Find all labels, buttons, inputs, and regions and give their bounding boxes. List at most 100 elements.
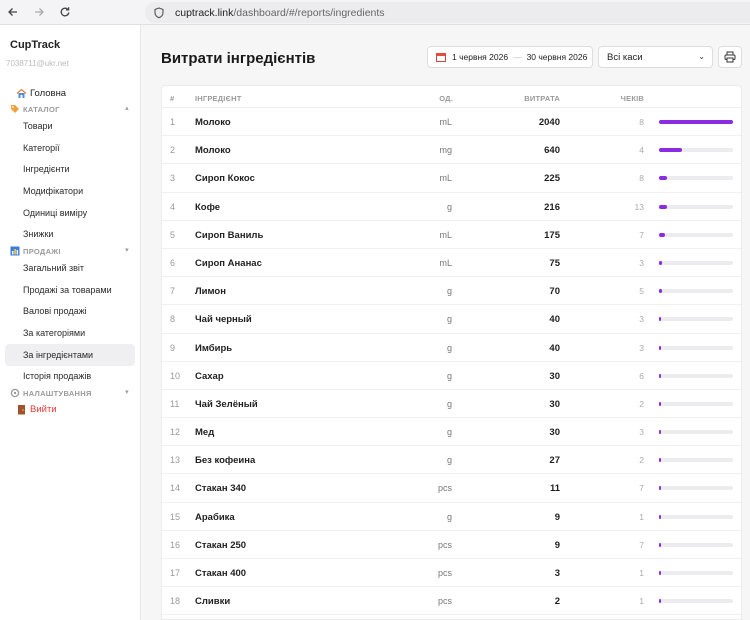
calendar-icon <box>436 52 446 62</box>
sidebar-item-by-categories[interactable]: За категоріями <box>23 328 86 339</box>
sidebar-item-products[interactable]: Товари <box>23 120 53 131</box>
table-row[interactable]: 15 Арабика g 9 1 <box>162 503 741 531</box>
table-row[interactable]: 14 Стакан 340 pcs 11 7 <box>162 474 741 503</box>
unit: pcs <box>437 596 452 607</box>
section-sales[interactable]: ПРОДАЖІ ▾ <box>5 245 135 257</box>
table-row[interactable]: 18 Сливки pcs 2 1 <box>162 587 741 616</box>
table-row[interactable]: 5 Сироп Ваниль mL 175 7 <box>162 221 741 249</box>
cost-value: 27 <box>549 455 560 467</box>
reload-button[interactable] <box>52 0 78 25</box>
sidebar-item-modifiers[interactable]: Модифікатори <box>23 185 84 196</box>
cost-value: 175 <box>544 229 560 241</box>
share-bar <box>659 260 733 265</box>
back-button[interactable] <box>0 0 26 25</box>
table-row[interactable]: 3 Сироп Кокос mL 225 8 <box>162 164 741 193</box>
share-bar <box>659 120 733 124</box>
cost-value: 30 <box>549 398 560 410</box>
share-bar-fill <box>659 260 662 265</box>
table-row[interactable]: 7 Лимон g 70 5 <box>162 277 741 306</box>
sidebar-item-gross-sales[interactable]: Валові продажі <box>23 306 87 317</box>
date-range-picker[interactable]: 1 червня 2026 — 30 червня 2026 <box>427 46 593 68</box>
checks-count: 1 <box>639 511 644 522</box>
row-number: 14 <box>170 483 181 494</box>
sidebar-item-label: Головна <box>30 87 67 99</box>
table-body: 1 Молоко mL 2040 8 2 Молоко mg 640 4 3 Сироп Кокос m… <box>162 108 741 616</box>
cost-value: 11 <box>549 483 560 495</box>
checks-count: 1 <box>639 568 644 578</box>
ingredient-name: Сахар <box>195 370 224 382</box>
forward-button[interactable] <box>26 0 52 25</box>
cost-value: 3 <box>554 568 560 579</box>
column-header-checks[interactable]: ЧЕКІВ <box>620 94 644 103</box>
share-bar-fill <box>659 401 661 406</box>
address-bar[interactable]: cuptrack.link/dashboard/#/reports/ingred… <box>145 2 750 23</box>
share-bar <box>659 345 733 350</box>
cost-value: 75 <box>549 257 560 269</box>
ingredient-name: Стакан 400 <box>195 568 247 579</box>
column-header-cost[interactable]: ВИТРАТА <box>524 94 560 103</box>
chevron-down-icon: ▾ <box>125 247 129 255</box>
share-bar <box>659 458 733 463</box>
share-bar-fill <box>659 571 661 575</box>
date-from: 1 червня 2026 <box>452 52 509 62</box>
reload-icon <box>60 7 70 17</box>
page-title: Витрати інгредієнтів <box>161 50 316 67</box>
table-row[interactable]: 16 Стакан 250 pcs 9 7 <box>162 531 741 559</box>
row-number: 12 <box>170 427 181 438</box>
cost-value: 40 <box>549 342 560 354</box>
row-number: 15 <box>170 511 181 522</box>
checks-count: 7 <box>639 229 644 240</box>
sidebar-item-categories[interactable]: Категорії <box>23 142 60 153</box>
sidebar-item-ingredients[interactable]: Інгредієнти <box>23 164 70 175</box>
url-path: /dashboard/#/reports/ingredients <box>233 6 385 19</box>
table-row[interactable]: 10 Сахар g 30 6 <box>162 362 741 390</box>
ingredient-name: Сироп Кокос <box>195 173 255 185</box>
cashier-select[interactable]: Всі каси ⌄ <box>598 46 713 68</box>
share-bar <box>659 232 733 237</box>
ingredient-name: Арабика <box>195 511 235 523</box>
checks-count: 13 <box>634 201 644 212</box>
table-row[interactable]: 13 Без кофеина g 27 2 <box>162 446 741 475</box>
table-row[interactable]: 17 Стакан 400 pcs 3 1 <box>162 559 741 588</box>
table-row[interactable]: 1 Молоко mL 2040 8 <box>162 108 741 137</box>
ingredients-table: # ІНГРЕДІЄНТ ОД. ВИТРАТА ЧЕКІВ 1 Молоко mL… <box>161 85 742 620</box>
cost-value: 30 <box>549 370 560 382</box>
table-row[interactable]: 6 Сироп Ананас mL 75 3 <box>162 249 741 278</box>
table-row[interactable]: 11 Чай Зелёный g 30 2 <box>162 390 741 419</box>
column-header-ingredient[interactable]: ІНГРЕДІЄНТ <box>195 94 242 103</box>
share-bar <box>659 486 733 491</box>
sidebar-item-units[interactable]: Одиниці виміру <box>23 207 88 218</box>
ingredient-name: Мед <box>195 427 215 439</box>
sidebar-item-by-ingredients[interactable]: За інгредієнтами <box>5 343 135 366</box>
unit: g <box>446 342 452 353</box>
sidebar-item-general-report[interactable]: Загальний звіт <box>23 262 85 273</box>
checks-count: 3 <box>639 257 644 268</box>
share-bar-fill <box>659 120 733 124</box>
unit: pcs <box>437 568 452 578</box>
share-bar-fill <box>659 148 682 153</box>
chevron-down-icon: ⌄ <box>698 52 705 61</box>
sidebar-item-home[interactable]: Головна <box>5 83 135 103</box>
share-bar <box>659 176 733 181</box>
date-to: 30 червня 2026 <box>526 52 588 62</box>
unit: mL <box>439 117 452 127</box>
table-row[interactable]: 12 Мед g 30 3 <box>162 418 741 447</box>
table-row[interactable]: 2 Молоко mg 640 4 <box>162 136 741 165</box>
sidebar-item-sales-by-products[interactable]: Продажі за товарами <box>23 284 112 295</box>
share-bar <box>659 204 733 209</box>
sidebar-item-sales-history[interactable]: Історія продажів <box>23 371 92 382</box>
user-email: 7038711@ukr.net <box>6 59 69 68</box>
section-settings[interactable]: НАЛАШТУВАННЯ ▾ <box>5 387 135 399</box>
share-bar <box>659 317 733 322</box>
row-number: 4 <box>170 201 176 212</box>
table-row[interactable]: 8 Чай черный g 40 3 <box>162 305 741 334</box>
section-catalog[interactable]: КАТАЛОГ ▴ <box>5 103 135 115</box>
sidebar-item-discounts[interactable]: Знижки <box>23 229 54 240</box>
table-row[interactable]: 4 Кофе g 216 13 <box>162 193 741 221</box>
print-button[interactable] <box>718 46 742 68</box>
brand-logo[interactable]: CupTrack <box>10 39 61 51</box>
table-row[interactable]: 9 Имбирь g 40 3 <box>162 334 741 362</box>
column-header-unit[interactable]: ОД. <box>439 94 453 103</box>
checks-count: 6 <box>639 370 644 381</box>
logout-button[interactable]: Вийти <box>5 399 135 419</box>
